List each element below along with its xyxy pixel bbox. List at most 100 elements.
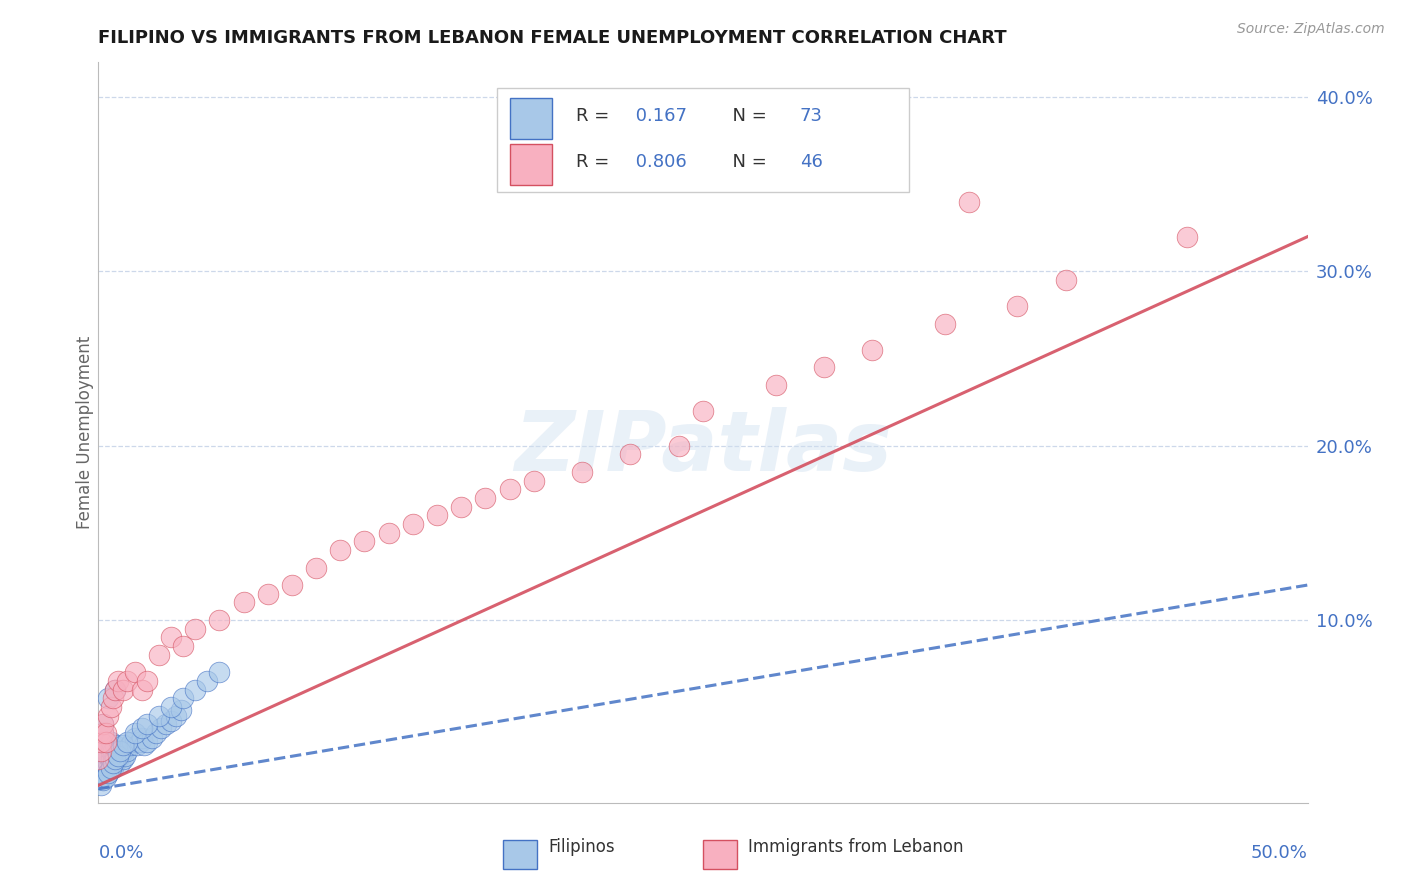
Point xyxy=(87,752,110,766)
Point xyxy=(692,404,714,418)
Point xyxy=(124,726,146,740)
Point xyxy=(523,474,546,488)
Point xyxy=(118,739,141,753)
Text: FILIPINO VS IMMIGRANTS FROM LEBANON FEMALE UNEMPLOYMENT CORRELATION CHART: FILIPINO VS IMMIGRANTS FROM LEBANON FEMA… xyxy=(98,29,1007,47)
Point xyxy=(108,743,131,757)
Point xyxy=(87,752,110,766)
Point xyxy=(124,731,146,746)
Point xyxy=(90,735,112,749)
Point xyxy=(172,691,194,706)
FancyBboxPatch shape xyxy=(498,88,908,192)
Point xyxy=(121,735,143,749)
Text: 46: 46 xyxy=(800,153,823,171)
Point xyxy=(498,482,520,496)
Point xyxy=(91,773,114,788)
Point xyxy=(148,648,170,662)
Point xyxy=(155,717,177,731)
Point xyxy=(957,194,980,209)
Text: 0.167: 0.167 xyxy=(630,108,688,126)
Point xyxy=(97,691,120,706)
Point xyxy=(90,743,112,757)
Text: 0.806: 0.806 xyxy=(630,153,688,171)
Bar xyxy=(703,840,737,870)
Point xyxy=(208,613,231,627)
Point xyxy=(450,500,472,514)
Text: 0.0%: 0.0% xyxy=(98,844,143,862)
Point xyxy=(111,752,134,766)
Point xyxy=(94,726,117,740)
Text: 50.0%: 50.0% xyxy=(1251,844,1308,862)
Point xyxy=(111,682,134,697)
Point xyxy=(90,743,112,757)
Point xyxy=(100,700,122,714)
Point xyxy=(108,756,131,770)
Point xyxy=(148,708,170,723)
Point xyxy=(104,739,127,753)
Point xyxy=(165,708,187,723)
Point xyxy=(107,743,129,757)
Point xyxy=(668,439,690,453)
Point xyxy=(195,673,218,688)
Point xyxy=(107,673,129,688)
Point xyxy=(172,639,194,653)
Point xyxy=(131,682,153,697)
Point xyxy=(91,748,114,763)
Point xyxy=(101,761,124,775)
Point xyxy=(141,731,163,746)
Point xyxy=(104,752,127,766)
Point xyxy=(94,761,117,775)
Point xyxy=(97,708,120,723)
Point xyxy=(474,491,496,505)
Text: Source: ZipAtlas.com: Source: ZipAtlas.com xyxy=(1237,22,1385,37)
Point xyxy=(281,578,304,592)
Point xyxy=(124,665,146,680)
Point xyxy=(104,682,127,697)
Point xyxy=(117,743,139,757)
Point xyxy=(571,465,593,479)
Point xyxy=(619,447,641,461)
Point xyxy=(305,560,328,574)
Point xyxy=(150,721,173,735)
Point xyxy=(101,743,124,757)
Point xyxy=(91,766,114,780)
Point xyxy=(100,735,122,749)
Point xyxy=(107,748,129,763)
Point xyxy=(91,739,114,753)
Point xyxy=(101,752,124,766)
Point xyxy=(94,735,117,749)
Point xyxy=(160,714,183,728)
Point xyxy=(94,770,117,784)
Point xyxy=(117,673,139,688)
Text: N =: N = xyxy=(721,153,773,171)
Point xyxy=(104,748,127,763)
Text: R =: R = xyxy=(576,108,614,126)
Point xyxy=(813,360,835,375)
Point xyxy=(94,752,117,766)
Point xyxy=(91,756,114,770)
Point xyxy=(101,691,124,706)
Text: 73: 73 xyxy=(800,108,823,126)
Point xyxy=(97,756,120,770)
Point xyxy=(90,778,112,792)
Text: Filipinos: Filipinos xyxy=(548,838,614,856)
Point xyxy=(111,739,134,753)
Point xyxy=(135,673,157,688)
Point xyxy=(1007,299,1029,313)
Point xyxy=(353,534,375,549)
Point xyxy=(114,748,136,763)
Point xyxy=(91,717,114,731)
Text: R =: R = xyxy=(576,153,614,171)
Point xyxy=(232,595,254,609)
Point xyxy=(426,508,449,523)
Point xyxy=(208,665,231,680)
Point xyxy=(111,743,134,757)
Point xyxy=(169,703,191,717)
Point xyxy=(128,735,150,749)
Point xyxy=(91,717,114,731)
Point xyxy=(100,752,122,766)
Text: Immigrants from Lebanon: Immigrants from Lebanon xyxy=(748,838,963,856)
Point xyxy=(765,377,787,392)
Point xyxy=(184,622,207,636)
Point xyxy=(108,748,131,763)
Point xyxy=(107,752,129,766)
